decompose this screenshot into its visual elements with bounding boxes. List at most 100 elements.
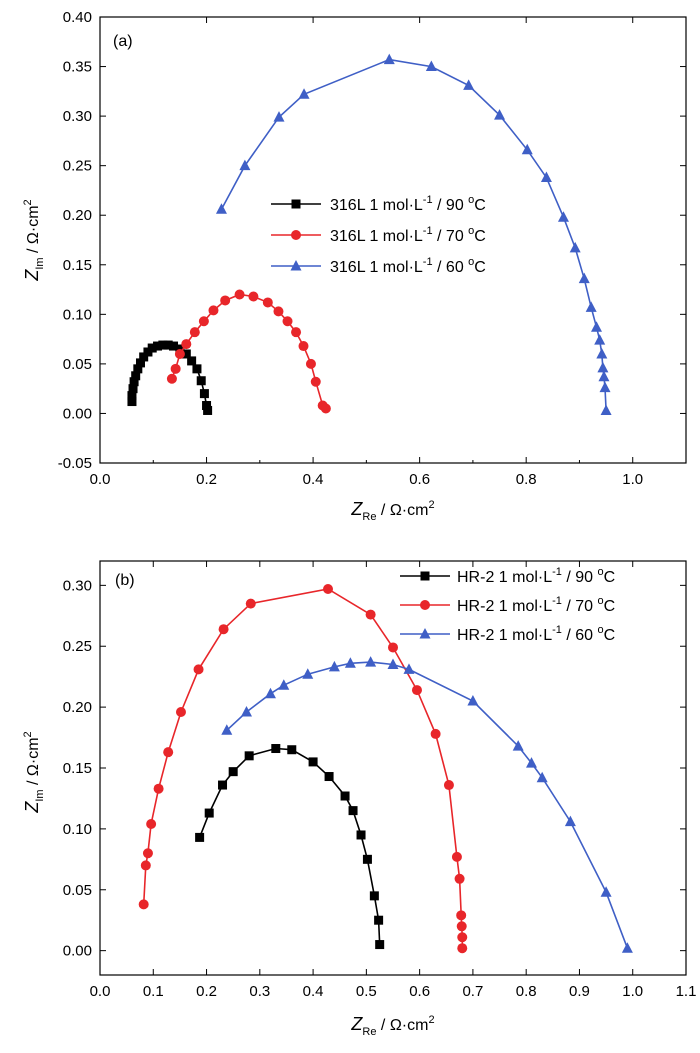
panel-a-series-2-point: [578, 272, 590, 284]
panel-b-series-line-2: [226, 661, 629, 949]
panel-a-series-1-point: [198, 316, 209, 327]
panel-a-series-2-point: [597, 361, 609, 373]
panel-b-series-2-point: [536, 771, 548, 783]
panel-a-series-1-point: [174, 348, 185, 359]
panel-a-series-line-1: [171, 293, 327, 410]
panel-b-series-2-point: [387, 658, 399, 669]
panel-b-label: (b): [115, 572, 135, 589]
panel-b-series-1-point: [323, 584, 334, 595]
panel-b: 0.0 0.1 0.2 0.3 0.4 0.5 0.6 0.7 0.8 0.9 1.0 1.1 0.00…: [22, 560, 696, 1038]
panel-b-series-1-point: [430, 728, 441, 739]
panel-a-series-1-point: [291, 327, 302, 338]
panel-b-series-0-point: [356, 830, 366, 840]
panel-b-series-2-point: [221, 724, 233, 735]
panel-a-legend-symbol-90c: [271, 199, 321, 209]
panel-a-series-2-point: [598, 370, 610, 382]
panel-a-series-0-point: [135, 358, 145, 368]
panel-a-series-2-point: [600, 404, 612, 415]
panel-a-series-0-point: [203, 405, 213, 415]
panel-b-series-1-point: [443, 780, 454, 791]
panel-a-y-tick-label: 0.15: [63, 257, 92, 274]
panel-a-series-1-point: [208, 305, 219, 316]
panel-b-series-2-point: [403, 663, 415, 674]
panel-b-y-tick-label: 0.05: [63, 882, 92, 899]
panel-b-y-tick-label: 0.15: [63, 760, 92, 777]
panel-a-series-2-point: [215, 203, 227, 214]
panel-b-series-line-0: [198, 747, 381, 945]
panel-a-y-tick-label: 0.40: [63, 9, 92, 26]
panel-a-series-0-point: [139, 352, 149, 362]
panel-b-legend-symbol-70c: [400, 600, 450, 610]
panel-a-series-0-point: [196, 376, 206, 386]
panel-b-series-2-point: [600, 886, 612, 897]
panel-b-x-tick-label: 0.5: [356, 983, 377, 1000]
panel-a-series-2-point: [521, 143, 533, 155]
panel-b-x-tick-label: 0.3: [249, 983, 270, 1000]
panel-a-series-0-point: [129, 377, 139, 387]
panel-b-y-tick-label: 0.25: [63, 638, 92, 655]
panel-a-series-0-point: [158, 340, 168, 350]
panel-a-y-tick-label: 0.20: [63, 207, 92, 224]
panel-a-series-0-point: [153, 341, 163, 351]
panel-b-series-2-point: [302, 668, 314, 679]
panel-a-series-0-point: [128, 384, 138, 394]
panel-b-legend-symbol-60c: [400, 628, 450, 639]
panel-a-series-1-point: [166, 373, 177, 384]
panel-a-legend-label-70c: 316L 1 mol·L-1 / 70 oC: [330, 225, 486, 245]
panel-b-series-2-point: [564, 815, 576, 827]
panel-a-series-1-point: [189, 327, 200, 338]
panel-b-series-0-point: [228, 767, 238, 777]
panel-a-series-1-point: [170, 363, 181, 374]
panel-a-series-2-point: [494, 109, 506, 120]
panel-b-y-tick-label: 0.00: [63, 943, 92, 960]
panel-b-series-1-point: [218, 624, 229, 635]
panel-a-series-1-point: [262, 297, 273, 308]
panel-a-series-0-point: [181, 349, 191, 359]
panel-b-x-axis-title: ZRe / Ω·cm2: [350, 1014, 434, 1038]
panel-b-series-0-point: [374, 915, 384, 925]
panel-b-series-1-point: [388, 642, 398, 653]
panel-b-series-0-point: [287, 745, 297, 755]
panel-b-x-tick-label: 0.0: [90, 983, 111, 1000]
panel-b-series-1-point: [456, 921, 467, 932]
panel-b-series-0-point: [204, 808, 214, 818]
panel-b-series-1-point: [457, 943, 468, 954]
panel-a-y-axis-title: ZIm / Ω·cm2: [22, 199, 46, 281]
panel-a-x-tick-label: 0.2: [196, 471, 217, 488]
panel-a-series-2-point: [599, 381, 611, 393]
panel-a-series-1-point: [220, 295, 231, 306]
panel-a-series-1-point: [282, 316, 293, 327]
panel-a-series-1-point: [273, 306, 284, 317]
panel-a-series-0-point: [202, 401, 212, 411]
panel-a-series-0-point: [169, 341, 179, 351]
panel-a-series-1-point: [320, 403, 331, 414]
panel-b-series-2-point: [344, 657, 356, 668]
panel-b-series-2-point: [621, 942, 633, 953]
panel-a-y-tick-label: -0.05: [58, 455, 92, 472]
panel-b-series-1-point: [138, 899, 149, 910]
panel-b-series-1-point: [146, 819, 157, 830]
panel-b-series-0-point: [348, 806, 358, 816]
panel-b-legend-label-90c: HR-2 1 mol·L-1 / 90 oC: [457, 566, 615, 586]
panel-a-plot-area: [99, 16, 687, 464]
panel-b-series-2-point: [241, 705, 252, 717]
panel-b-series-0-point: [375, 940, 385, 950]
panel-a-series-0-point: [127, 397, 137, 407]
panel-b-x-tick-label: 0.6: [409, 983, 430, 1000]
panel-a-series: [127, 53, 612, 415]
panel-a-series-0-point: [192, 364, 202, 374]
panel-b-series-2-point: [264, 687, 276, 699]
panel-b-series-1-point: [142, 848, 153, 859]
panel-a-legend-label-90c: 316L 1 mol·L-1 / 90 oC: [330, 194, 486, 214]
panel-a-label: (a): [113, 33, 133, 50]
panel-b-x-tick-label: 0.4: [303, 983, 324, 1000]
panel-a-series-2-point: [383, 53, 395, 65]
panel-b-series-0-point: [195, 832, 205, 842]
panel-a-x-tick-label: 0.0: [90, 471, 111, 488]
panel-a-series-2-point: [569, 241, 581, 253]
panel-b-series-line-1: [142, 588, 464, 949]
panel-a-x-tick-label: 1.0: [622, 471, 643, 488]
panel-b-series-2-point: [467, 695, 479, 706]
panel-b-ticks: 0.0 0.1 0.2 0.3 0.4 0.5 0.6 0.7 0.8 0.9 1.0 1.1 0.00…: [63, 561, 696, 1000]
